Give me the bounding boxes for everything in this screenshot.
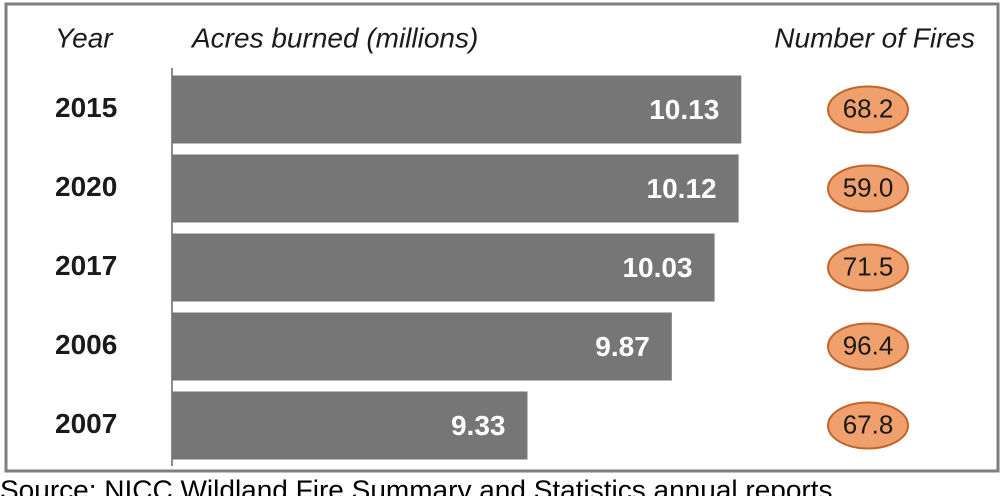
fires-badge [827, 401, 909, 450]
fires-badge [827, 322, 909, 371]
fires-badge [827, 85, 909, 134]
frame [4, 2, 1000, 473]
value-label: 10.13 [649, 94, 719, 125]
fires-label: 71.5 [843, 251, 894, 281]
bar [172, 233, 715, 302]
fires-label: 96.4 [843, 330, 894, 360]
bar [172, 312, 672, 381]
fires-badge [827, 164, 909, 213]
year-label: 2017 [55, 250, 117, 281]
bar [172, 391, 528, 460]
value-label: 10.03 [622, 252, 692, 283]
header-acres: Acres burned (millions) [190, 22, 478, 53]
value-label: 9.87 [595, 331, 650, 362]
bar [172, 75, 742, 144]
year-label: 2007 [55, 408, 117, 439]
fires-label: 59.0 [843, 172, 894, 202]
header-fires: Number of Fires [774, 22, 975, 53]
fires-badge [827, 243, 909, 292]
value-label: 9.33 [451, 410, 506, 441]
year-label: 2015 [55, 92, 117, 123]
bar [172, 154, 739, 223]
value-label: 10.12 [647, 173, 717, 204]
fires-label: 67.8 [843, 409, 894, 439]
source-note: Source: NICC Wildland Fire Summary and S… [0, 474, 833, 496]
year-label: 2020 [55, 171, 117, 202]
year-label: 2006 [55, 329, 117, 360]
header-year: Year [55, 22, 114, 53]
fires-label: 68.2 [843, 93, 894, 123]
